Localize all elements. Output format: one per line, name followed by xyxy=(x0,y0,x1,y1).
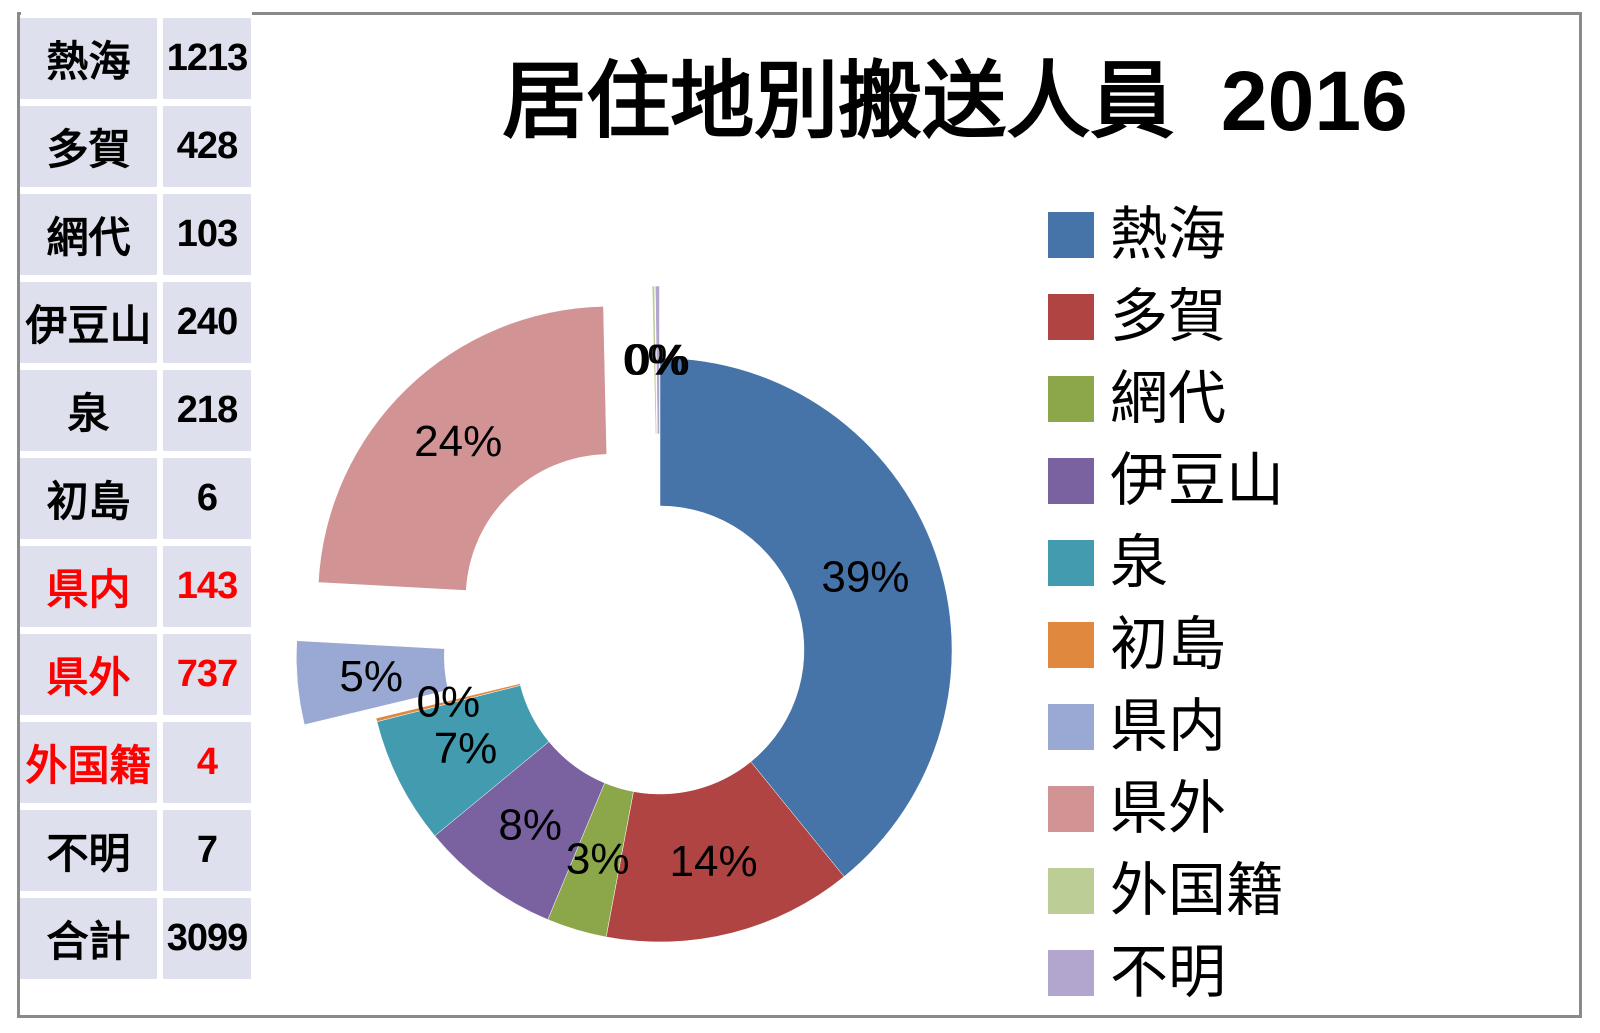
table-row: 多賀 428 xyxy=(20,106,251,187)
table-cell-value: 103 xyxy=(163,194,251,275)
legend-item: 不明 xyxy=(1048,932,1284,1014)
percent-label: 0% xyxy=(417,678,481,727)
legend-swatch xyxy=(1048,950,1094,996)
table-cell-value: 218 xyxy=(163,370,251,451)
pie-slice-6 xyxy=(296,640,449,726)
percent-label: 8% xyxy=(498,801,562,850)
table-row: 県外 737 xyxy=(20,634,251,715)
table-cell-label: 泉 xyxy=(20,370,157,451)
legend-swatch xyxy=(1048,458,1094,504)
percent-label: 7% xyxy=(434,724,498,773)
legend-swatch xyxy=(1048,376,1094,422)
table-row: 網代 103 xyxy=(20,194,251,275)
legend-item: 初島 xyxy=(1048,604,1284,686)
table-cell-label: 外国籍 xyxy=(20,722,157,803)
legend-label: 多賀 xyxy=(1110,284,1227,349)
table-cell-value: 1213 xyxy=(163,18,251,99)
percent-label: 3% xyxy=(566,834,630,883)
table-cell-label: 県外 xyxy=(20,634,157,715)
legend-label: 不明 xyxy=(1110,940,1227,1005)
table-row: 泉 218 xyxy=(20,370,251,451)
chart-object-frame xyxy=(17,12,1582,1018)
table-cell-value: 3099 xyxy=(163,898,251,979)
table-cell-label: 初島 xyxy=(20,458,157,539)
legend-label: 県内 xyxy=(1110,694,1227,759)
table-cell-label: 網代 xyxy=(20,194,157,275)
pie-slice-1 xyxy=(605,761,845,943)
data-table: 熱海 1213 多賀 428 網代 103 伊豆山 240 泉 218 初島 6 県内 143 県外 737 外… xyxy=(20,18,251,986)
pie-slice-9 xyxy=(655,285,660,435)
pie-slice-5 xyxy=(375,683,521,722)
table-row: 熱海 1213 xyxy=(20,18,251,99)
table-row: 初島 6 xyxy=(20,458,251,539)
percent-label: 24% xyxy=(414,417,502,466)
table-cell-label: 伊豆山 xyxy=(20,282,157,363)
table-cell-label: 不明 xyxy=(20,810,157,891)
table-cell-label: 合計 xyxy=(20,898,157,979)
chart-legend: 熱海多賀網代伊豆山泉初島県内県外外国籍不明 xyxy=(1048,194,1284,1014)
legend-label: 熱海 xyxy=(1110,202,1227,267)
legend-item: 多賀 xyxy=(1048,276,1284,358)
table-cell-value: 6 xyxy=(163,458,251,539)
legend-swatch xyxy=(1048,786,1094,832)
table-row: 外国籍 4 xyxy=(20,722,251,803)
legend-item: 泉 xyxy=(1048,522,1284,604)
percent-label: 14% xyxy=(670,837,758,886)
table-row: 不明 7 xyxy=(20,810,251,891)
table-row: 合計 3099 xyxy=(20,898,251,979)
legend-item: 伊豆山 xyxy=(1048,440,1284,522)
legend-swatch xyxy=(1048,212,1094,258)
legend-swatch xyxy=(1048,868,1094,914)
legend-item: 外国籍 xyxy=(1048,850,1284,932)
table-cell-label: 多賀 xyxy=(20,106,157,187)
percent-label: 0% xyxy=(626,336,690,385)
legend-item: 網代 xyxy=(1048,358,1284,440)
legend-label: 初島 xyxy=(1110,612,1227,677)
legend-label: 泉 xyxy=(1110,530,1169,595)
legend-swatch xyxy=(1048,540,1094,586)
legend-item: 県外 xyxy=(1048,768,1284,850)
table-cell-value: 7 xyxy=(163,810,251,891)
percent-label: 39% xyxy=(821,553,909,602)
legend-swatch xyxy=(1048,704,1094,750)
frame-patch xyxy=(21,8,252,20)
legend-label: 県外 xyxy=(1110,776,1227,841)
table-row: 県内 143 xyxy=(20,546,251,627)
legend-swatch xyxy=(1048,622,1094,668)
percent-label: 0% xyxy=(623,336,687,385)
table-cell-label: 熱海 xyxy=(20,18,157,99)
table-cell-value: 143 xyxy=(163,546,251,627)
legend-swatch xyxy=(1048,294,1094,340)
legend-label: 伊豆山 xyxy=(1110,448,1285,513)
table-cell-label: 県内 xyxy=(20,546,157,627)
pie-slice-7 xyxy=(318,306,607,591)
pie-slice-0 xyxy=(659,357,953,877)
legend-item: 県内 xyxy=(1048,686,1284,768)
legend-item: 熱海 xyxy=(1048,194,1284,276)
chart-title: 居住地別搬送人員 2016 xyxy=(502,54,1408,148)
table-cell-value: 4 xyxy=(163,722,251,803)
legend-label: 網代 xyxy=(1110,366,1227,431)
table-cell-value: 428 xyxy=(163,106,251,187)
pie-slice-8 xyxy=(651,285,657,435)
table-cell-value: 737 xyxy=(163,634,251,715)
table-cell-value: 240 xyxy=(163,282,251,363)
legend-label: 外国籍 xyxy=(1110,858,1285,923)
table-row: 伊豆山 240 xyxy=(20,282,251,363)
percent-label: 5% xyxy=(339,652,403,701)
